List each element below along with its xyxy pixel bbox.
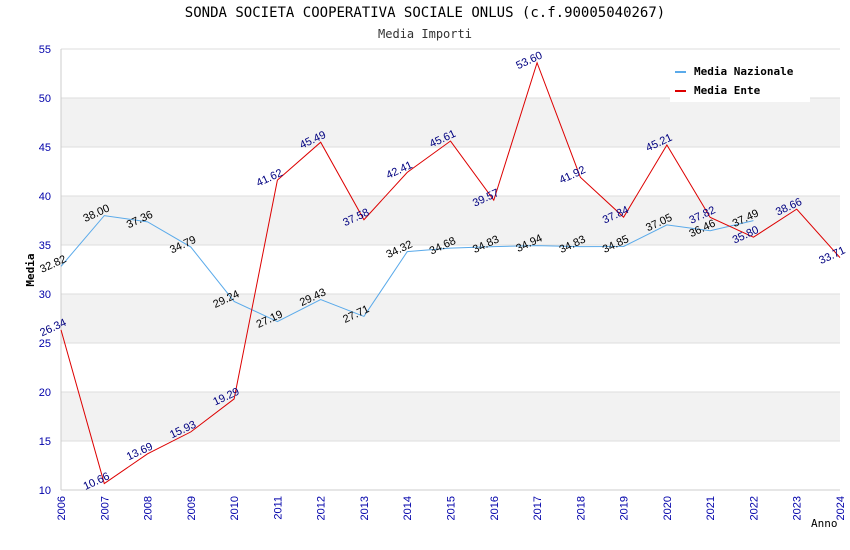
x-tick-label: 2020 [662, 496, 674, 520]
grid-band [61, 294, 840, 343]
y-axis-label: Media [24, 253, 37, 286]
data-label: 41.62 [255, 167, 285, 190]
x-tick-label: 2017 [532, 496, 544, 520]
legend-box [670, 60, 810, 102]
x-tick-label: 2006 [56, 496, 68, 520]
chart-subtitle: Media Importi [378, 27, 472, 41]
data-label: 13.69 [125, 441, 155, 464]
y-tick-label: 25 [39, 338, 51, 350]
data-label: 42.41 [384, 159, 414, 182]
x-tick-label: 2018 [575, 496, 587, 520]
x-tick-label: 2014 [402, 496, 414, 520]
x-tick-label: 2009 [186, 496, 198, 520]
legend-label: Media Nazionale [694, 65, 794, 78]
x-tick-label: 2015 [446, 496, 458, 520]
x-tick-label: 2010 [229, 496, 241, 520]
x-axis-label: Anno [811, 517, 838, 530]
y-tick-label: 35 [39, 240, 51, 252]
y-tick-label: 30 [39, 289, 51, 301]
y-tick-label: 20 [39, 387, 51, 399]
y-tick-label: 55 [39, 44, 51, 56]
grid-band [61, 98, 840, 147]
series-line [60, 61, 841, 485]
x-tick-label: 2016 [489, 496, 501, 520]
y-tick-label: 10 [39, 485, 51, 497]
x-tick-label: 2011 [272, 496, 284, 520]
series-line [60, 215, 754, 323]
x-tick-label: 2012 [316, 496, 328, 520]
data-label: 33.71 [817, 244, 847, 267]
x-tick-label: 2022 [748, 496, 760, 520]
data-label: 41.92 [558, 164, 588, 187]
x-tick-label: 2008 [143, 496, 155, 520]
grid-band [61, 392, 840, 441]
x-tick-label: 2013 [359, 496, 371, 520]
grid-band [61, 196, 840, 245]
y-tick-label: 15 [39, 436, 51, 448]
y-tick-label: 40 [39, 191, 51, 203]
x-tick-label: 2024 [835, 496, 847, 520]
y-tick-label: 45 [39, 142, 51, 154]
legend-label: Media Ente [694, 84, 761, 97]
x-tick-label: 2021 [705, 496, 717, 520]
data-label: 32.82 [38, 253, 68, 276]
chart-title: SONDA SOCIETA COOPERATIVA SOCIALE ONLUS … [184, 5, 666, 21]
x-tick-label: 2023 [792, 496, 804, 520]
x-tick-label: 2019 [619, 496, 631, 520]
x-tick-label: 2007 [99, 496, 111, 520]
y-tick-label: 50 [39, 93, 51, 105]
